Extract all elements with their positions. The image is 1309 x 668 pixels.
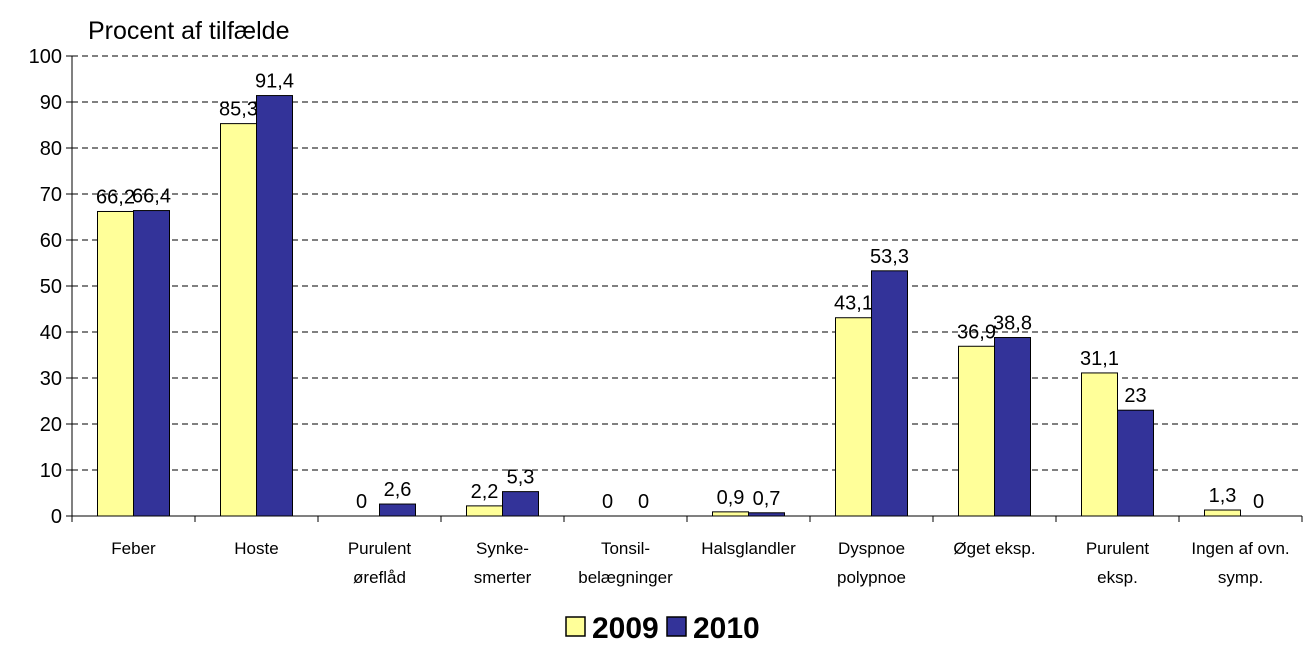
- y-tick-label: 90: [40, 92, 62, 114]
- legend-label-2009: 2009: [592, 612, 659, 645]
- legend-swatch-2009: [565, 616, 586, 637]
- category-label: Hoste: [234, 539, 278, 558]
- data-label-2010: 91,4: [255, 71, 294, 93]
- y-tick-label: 100: [29, 46, 62, 68]
- bar-2010: [379, 503, 416, 517]
- axes: 0 10 20 30 40 50 60 70 80 90 100 Feber Hoste Purulent…: [29, 46, 1303, 587]
- data-label-2010: 0: [1253, 491, 1264, 513]
- data-label-2010: 66,4: [132, 186, 171, 208]
- legend-label-2010: 2010: [693, 612, 760, 645]
- data-label-2010: 53,3: [870, 246, 909, 268]
- y-tick-label: 60: [40, 230, 62, 252]
- legend: 2009 2010: [565, 612, 760, 645]
- data-label-2009: 31,1: [1080, 348, 1119, 370]
- bar-2009: [466, 505, 503, 517]
- data-label-2009: 0: [602, 491, 613, 513]
- y-tick-label: 80: [40, 138, 62, 160]
- y-axis-title: Procent af tilfælde: [88, 17, 290, 45]
- bar-2009: [958, 345, 995, 517]
- bar-2010: [133, 210, 170, 517]
- category-label: Ingen af ovn. symp.: [1191, 539, 1289, 587]
- bar-2010: [502, 491, 539, 517]
- data-label-2009: 0,9: [717, 487, 745, 509]
- y-tick-label: 70: [40, 184, 62, 206]
- y-tick-label: 30: [40, 368, 62, 390]
- y-tick-label: 20: [40, 414, 62, 436]
- y-tick-label: 0: [51, 506, 62, 528]
- data-label-2009: 2,2: [471, 481, 499, 503]
- bars: [97, 95, 1241, 517]
- category-label: Purulent øreflåd: [348, 539, 412, 587]
- data-label-2009: 0: [356, 491, 367, 513]
- y-tick-label: 40: [40, 322, 62, 344]
- bar-2010: [1117, 409, 1154, 517]
- bar-2009: [712, 511, 749, 517]
- bar-2009: [835, 317, 872, 517]
- bar-2010: [256, 95, 293, 517]
- data-label-2009: 66,2: [96, 186, 135, 208]
- data-labels: 66,2 85,3 0 2,2 0 0,9 43,1 36,9 31,1 1,3 66,4 91,4 2…: [96, 71, 1264, 513]
- data-label-2010: 2,6: [384, 479, 412, 501]
- data-label-2010: 0,7: [753, 488, 781, 510]
- data-label-2010: 23: [1124, 385, 1146, 407]
- bar-2009: [220, 123, 257, 517]
- category-label: Feber: [111, 539, 156, 558]
- data-label-2009: 85,3: [219, 99, 258, 121]
- data-label-2010: 38,8: [993, 313, 1032, 335]
- category-label: Tonsil-belægninger: [578, 539, 673, 587]
- bar-2009: [97, 210, 134, 517]
- bar-2010: [871, 270, 908, 517]
- category-label: Synke-smerter: [474, 539, 532, 587]
- bar-2009: [1204, 509, 1241, 517]
- y-tick-label: 50: [40, 276, 62, 298]
- bar-2009: [1081, 372, 1118, 517]
- category-label: Dyspnoe polypnoe: [837, 539, 906, 587]
- y-tick-label: 10: [40, 460, 62, 482]
- data-label-2009: 1,3: [1209, 485, 1237, 507]
- data-label-2010: 5,3: [507, 467, 535, 489]
- category-label: Purulent eksp.: [1086, 539, 1150, 587]
- data-label-2009: 43,1: [834, 293, 873, 315]
- legend-swatch-2010: [666, 616, 687, 637]
- data-label-2010: 0: [638, 491, 649, 513]
- category-label: Halsglandler: [701, 539, 796, 558]
- bar-2010: [994, 337, 1031, 517]
- category-label: Øget eksp.: [953, 539, 1035, 558]
- data-label-2009: 36,9: [957, 321, 996, 343]
